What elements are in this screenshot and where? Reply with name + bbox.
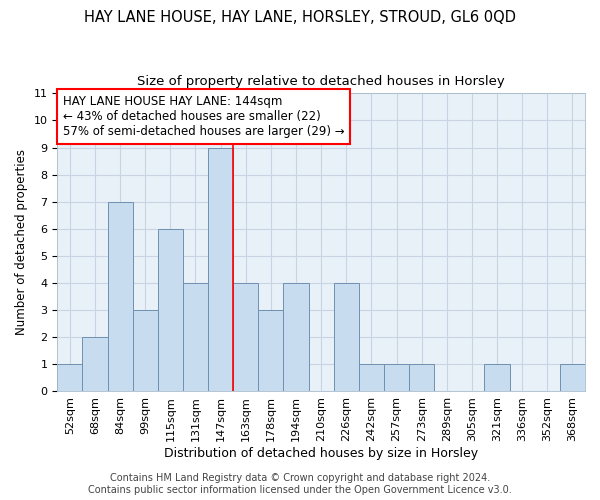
Bar — [107, 202, 133, 392]
X-axis label: Distribution of detached houses by size in Horsley: Distribution of detached houses by size … — [164, 447, 478, 460]
Bar — [208, 148, 233, 392]
Bar — [133, 310, 158, 392]
Bar — [409, 364, 434, 392]
Bar — [158, 229, 183, 392]
Bar — [484, 364, 509, 392]
Text: HAY LANE HOUSE, HAY LANE, HORSLEY, STROUD, GL6 0QD: HAY LANE HOUSE, HAY LANE, HORSLEY, STROU… — [84, 10, 516, 25]
Bar — [57, 364, 82, 392]
Bar — [183, 283, 208, 392]
Bar — [233, 283, 259, 392]
Bar — [82, 338, 107, 392]
Y-axis label: Number of detached properties: Number of detached properties — [15, 150, 28, 336]
Title: Size of property relative to detached houses in Horsley: Size of property relative to detached ho… — [137, 75, 505, 88]
Bar — [359, 364, 384, 392]
Bar — [283, 283, 308, 392]
Text: Contains HM Land Registry data © Crown copyright and database right 2024.
Contai: Contains HM Land Registry data © Crown c… — [88, 474, 512, 495]
Bar — [560, 364, 585, 392]
Bar — [334, 283, 359, 392]
Bar — [259, 310, 283, 392]
Text: HAY LANE HOUSE HAY LANE: 144sqm
← 43% of detached houses are smaller (22)
57% of: HAY LANE HOUSE HAY LANE: 144sqm ← 43% of… — [62, 95, 344, 138]
Bar — [384, 364, 409, 392]
